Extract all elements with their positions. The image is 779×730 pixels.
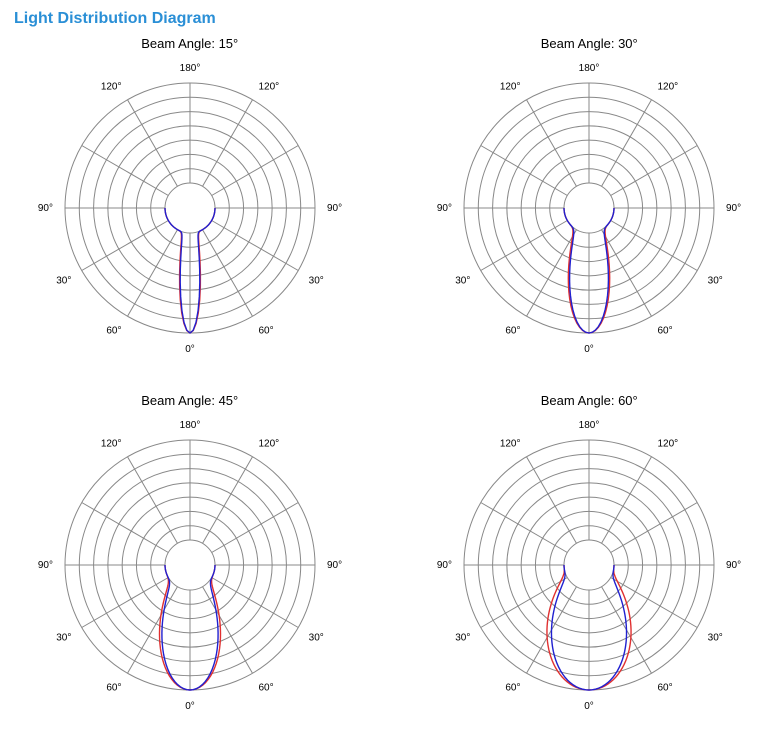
svg-text:60°: 60° [106,683,121,694]
chart-subtitle: Beam Angle: 15° [141,36,238,51]
svg-text:120°: 120° [500,438,521,449]
svg-text:0°: 0° [584,344,594,355]
svg-text:60°: 60° [658,683,673,694]
svg-text:90°: 90° [726,560,741,571]
chart-subtitle: Beam Angle: 30° [541,36,638,51]
polar-plot: 180° 120° 120° 90° 90° 60° 60° 30° 30° 0° [35,53,345,363]
polar-chart-1: Beam Angle: 15° 180° 120° 120° 90° 90° 60° 60° 3… [35,36,345,363]
svg-text:90°: 90° [726,203,741,214]
svg-text:0°: 0° [185,344,195,355]
svg-text:60°: 60° [506,326,521,337]
svg-text:180°: 180° [579,420,600,431]
svg-text:120°: 120° [658,81,679,92]
svg-text:90°: 90° [327,203,342,214]
svg-text:120°: 120° [500,81,521,92]
svg-text:90°: 90° [437,203,452,214]
svg-text:30°: 30° [308,276,323,287]
svg-text:120°: 120° [658,438,679,449]
svg-text:90°: 90° [38,203,53,214]
svg-text:120°: 120° [101,81,122,92]
polar-plot: 180° 120° 120° 90° 90° 60° 60° 30° 30° 0° [35,410,345,720]
svg-text:180°: 180° [579,63,600,74]
svg-text:180°: 180° [179,420,200,431]
svg-text:30°: 30° [56,633,71,644]
page-title: Light Distribution Diagram [14,10,769,28]
svg-text:120°: 120° [258,81,279,92]
svg-text:60°: 60° [658,326,673,337]
chart-subtitle: Beam Angle: 60° [541,393,638,408]
chart-subtitle: Beam Angle: 45° [141,393,238,408]
svg-text:0°: 0° [584,701,594,712]
svg-text:90°: 90° [38,560,53,571]
svg-text:30°: 30° [308,633,323,644]
polar-chart-4: Beam Angle: 60° 180° 120° 120° 90° 90° 60° 60° 3… [434,393,744,720]
polar-chart-3: Beam Angle: 45° 180° 120° 120° 90° 90° 60° 60° 3… [35,393,345,720]
svg-text:30°: 30° [56,276,71,287]
svg-text:90°: 90° [437,560,452,571]
svg-text:30°: 30° [455,276,470,287]
polar-plot: 180° 120° 120° 90° 90° 60° 60° 30° 30° 0° [434,410,744,720]
svg-text:180°: 180° [179,63,200,74]
svg-text:120°: 120° [101,438,122,449]
svg-text:30°: 30° [708,276,723,287]
polar-chart-2: Beam Angle: 30° 180° 120° 120° 90° 90° 60° 60° 3… [434,36,744,363]
polar-plot: 180° 120° 120° 90° 90° 60° 60° 30° 30° 0° [434,53,744,363]
svg-text:120°: 120° [258,438,279,449]
svg-text:0°: 0° [185,701,195,712]
svg-text:30°: 30° [708,633,723,644]
svg-text:60°: 60° [506,683,521,694]
svg-text:90°: 90° [327,560,342,571]
chart-grid: Beam Angle: 15° 180° 120° 120° 90° 90° 60° 60° 3… [10,36,769,720]
svg-text:60°: 60° [106,326,121,337]
svg-text:30°: 30° [455,633,470,644]
svg-text:60°: 60° [258,683,273,694]
svg-text:60°: 60° [258,326,273,337]
